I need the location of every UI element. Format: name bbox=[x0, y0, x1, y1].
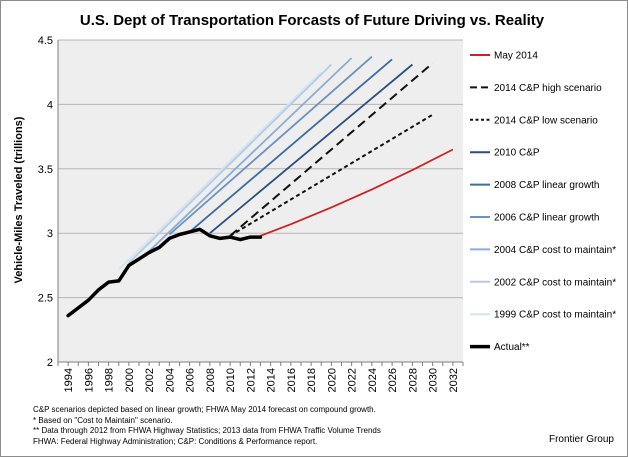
series-line bbox=[229, 113, 434, 237]
x-tick-label: 2004 bbox=[164, 368, 176, 392]
x-tick-label: 1998 bbox=[104, 368, 116, 392]
x-tick-label: 2006 bbox=[185, 368, 197, 392]
series-line-actual bbox=[66, 227, 263, 318]
x-tick-label: 2016 bbox=[286, 368, 298, 392]
x-tick-label: 2024 bbox=[367, 368, 379, 392]
x-tick-label: 2032 bbox=[448, 368, 460, 392]
x-tick-label: 2002 bbox=[144, 368, 156, 392]
series-line bbox=[128, 63, 333, 264]
footnote: C&P scenarios depicted based on linear g… bbox=[33, 405, 376, 414]
x-tick-label: 2022 bbox=[347, 368, 359, 392]
y-tick-label: 3.5 bbox=[38, 164, 53, 176]
y-tick-label: 2.5 bbox=[38, 293, 53, 305]
axes: 2 2.5 3 3.5 4 4.5 1994 1996 1998 2000 2002 2004 2006… bbox=[38, 35, 464, 392]
legend-label: Actual** bbox=[494, 342, 530, 353]
x-tick-label: 1996 bbox=[83, 368, 95, 392]
series-line bbox=[189, 58, 393, 233]
x-tick-label: 1994 bbox=[63, 368, 75, 392]
y-tick-label: 3 bbox=[47, 228, 53, 240]
legend-label: 1999 C&P cost to maintain* bbox=[494, 310, 616, 321]
y-tick-label: 4.5 bbox=[38, 35, 53, 47]
x-tick-label: 2028 bbox=[407, 368, 419, 392]
chart-title: U.S. Dept of Transportation Forcasts of … bbox=[80, 12, 545, 29]
series-line bbox=[168, 56, 373, 236]
footnote: * Based on "Cost to Maintain" scenario. bbox=[33, 415, 173, 425]
series-line bbox=[118, 71, 322, 270]
footnote: ** Data through 2012 from FHWA Highway S… bbox=[33, 426, 381, 435]
series-layer bbox=[66, 56, 454, 318]
legend-label: 2008 C&P linear growth bbox=[494, 180, 599, 191]
legend-label: 2014 C&P low scenario bbox=[494, 115, 598, 126]
series-line bbox=[229, 62, 434, 237]
x-tick-label: 2012 bbox=[245, 368, 257, 392]
credit-label: Frontier Group bbox=[548, 434, 614, 445]
x-tick-label: 2030 bbox=[428, 368, 440, 392]
x-tick-label: 2018 bbox=[306, 368, 318, 392]
legend-label: 2004 C&P cost to maintain* bbox=[494, 245, 616, 256]
x-tick-label: 2008 bbox=[205, 368, 217, 392]
x-tick-label: 2010 bbox=[225, 368, 237, 392]
x-tick-label: 2026 bbox=[387, 368, 399, 392]
y-axis-label: Vehicle-Miles Traveled (trillions) bbox=[13, 116, 25, 283]
x-tick-label: 2000 bbox=[124, 368, 136, 392]
x-tick-label: 2014 bbox=[266, 368, 278, 392]
y-tick-label: 4 bbox=[47, 99, 53, 111]
series-line bbox=[148, 57, 353, 252]
legend-label: 2010 C&P bbox=[494, 148, 540, 159]
series-line bbox=[260, 148, 454, 237]
footnotes: C&P scenarios depicted based on linear g… bbox=[33, 405, 381, 447]
legend-label: 2014 C&P high scenario bbox=[494, 83, 602, 94]
footnote: FHWA: Federal Highway Administration; C&… bbox=[33, 436, 318, 446]
legend: May 2014 2014 C&P high scenario 2014 C&P l… bbox=[470, 51, 616, 353]
legend-label: May 2014 bbox=[494, 51, 538, 62]
legend-label: 2002 C&P cost to maintain* bbox=[494, 277, 616, 288]
y-tick-label: 2 bbox=[47, 357, 53, 369]
series-line bbox=[209, 63, 413, 234]
legend-label: 2006 C&P linear growth bbox=[494, 213, 599, 224]
x-tick-label: 2020 bbox=[326, 368, 338, 392]
